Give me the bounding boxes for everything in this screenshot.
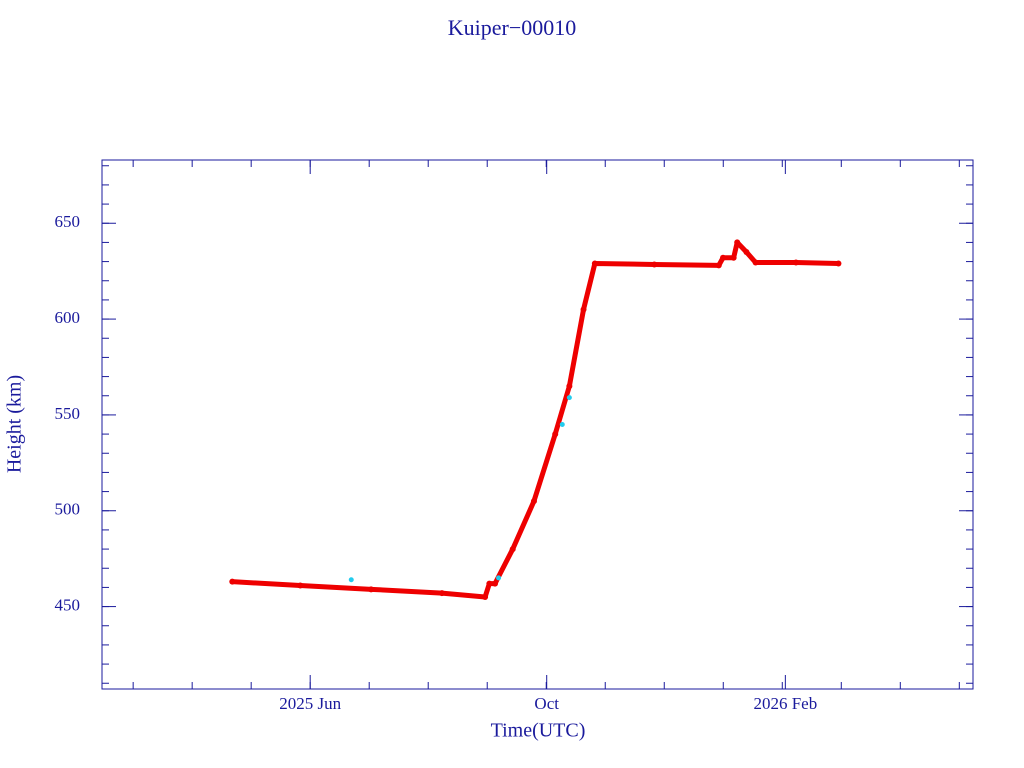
data-point xyxy=(752,259,759,266)
chart-title: Kuiper−00010 xyxy=(448,15,577,40)
data-point xyxy=(486,580,493,587)
x-tick-label: 2026 Feb xyxy=(753,694,817,713)
data-point xyxy=(438,590,445,597)
data-point xyxy=(734,239,741,246)
data-point xyxy=(591,260,598,267)
data-point xyxy=(368,586,375,593)
plot-frame xyxy=(101,159,974,690)
data-point xyxy=(730,254,737,261)
data-point xyxy=(720,254,727,261)
x-axis-label: Time(UTC) xyxy=(491,720,586,742)
data-point xyxy=(792,259,799,266)
y-tick-label: 550 xyxy=(55,404,81,423)
x-tick-label: 2025 Jun xyxy=(279,694,341,713)
data-point xyxy=(566,383,573,390)
data-point xyxy=(530,498,537,505)
data-point xyxy=(492,580,499,587)
y-tick-label: 500 xyxy=(55,500,81,519)
data-point xyxy=(743,249,750,255)
y-tick-label: 450 xyxy=(55,595,81,614)
y-tick-label: 650 xyxy=(55,212,81,231)
x-tick-label: Oct xyxy=(534,694,559,713)
y-axis-label: Height (km) xyxy=(4,375,26,473)
data-point xyxy=(559,422,565,427)
data-point xyxy=(348,577,354,583)
data-point xyxy=(229,578,236,585)
data-point xyxy=(835,260,842,267)
data-point xyxy=(715,262,722,269)
data-line xyxy=(232,239,839,600)
data-point xyxy=(509,546,516,553)
data-point xyxy=(496,575,502,581)
data-point xyxy=(566,395,572,401)
data-point xyxy=(580,306,587,313)
data-point xyxy=(651,261,658,268)
data-point xyxy=(297,582,304,589)
data-point xyxy=(552,431,559,438)
data-point xyxy=(482,594,489,600)
y-tick-label: 600 xyxy=(55,308,81,327)
